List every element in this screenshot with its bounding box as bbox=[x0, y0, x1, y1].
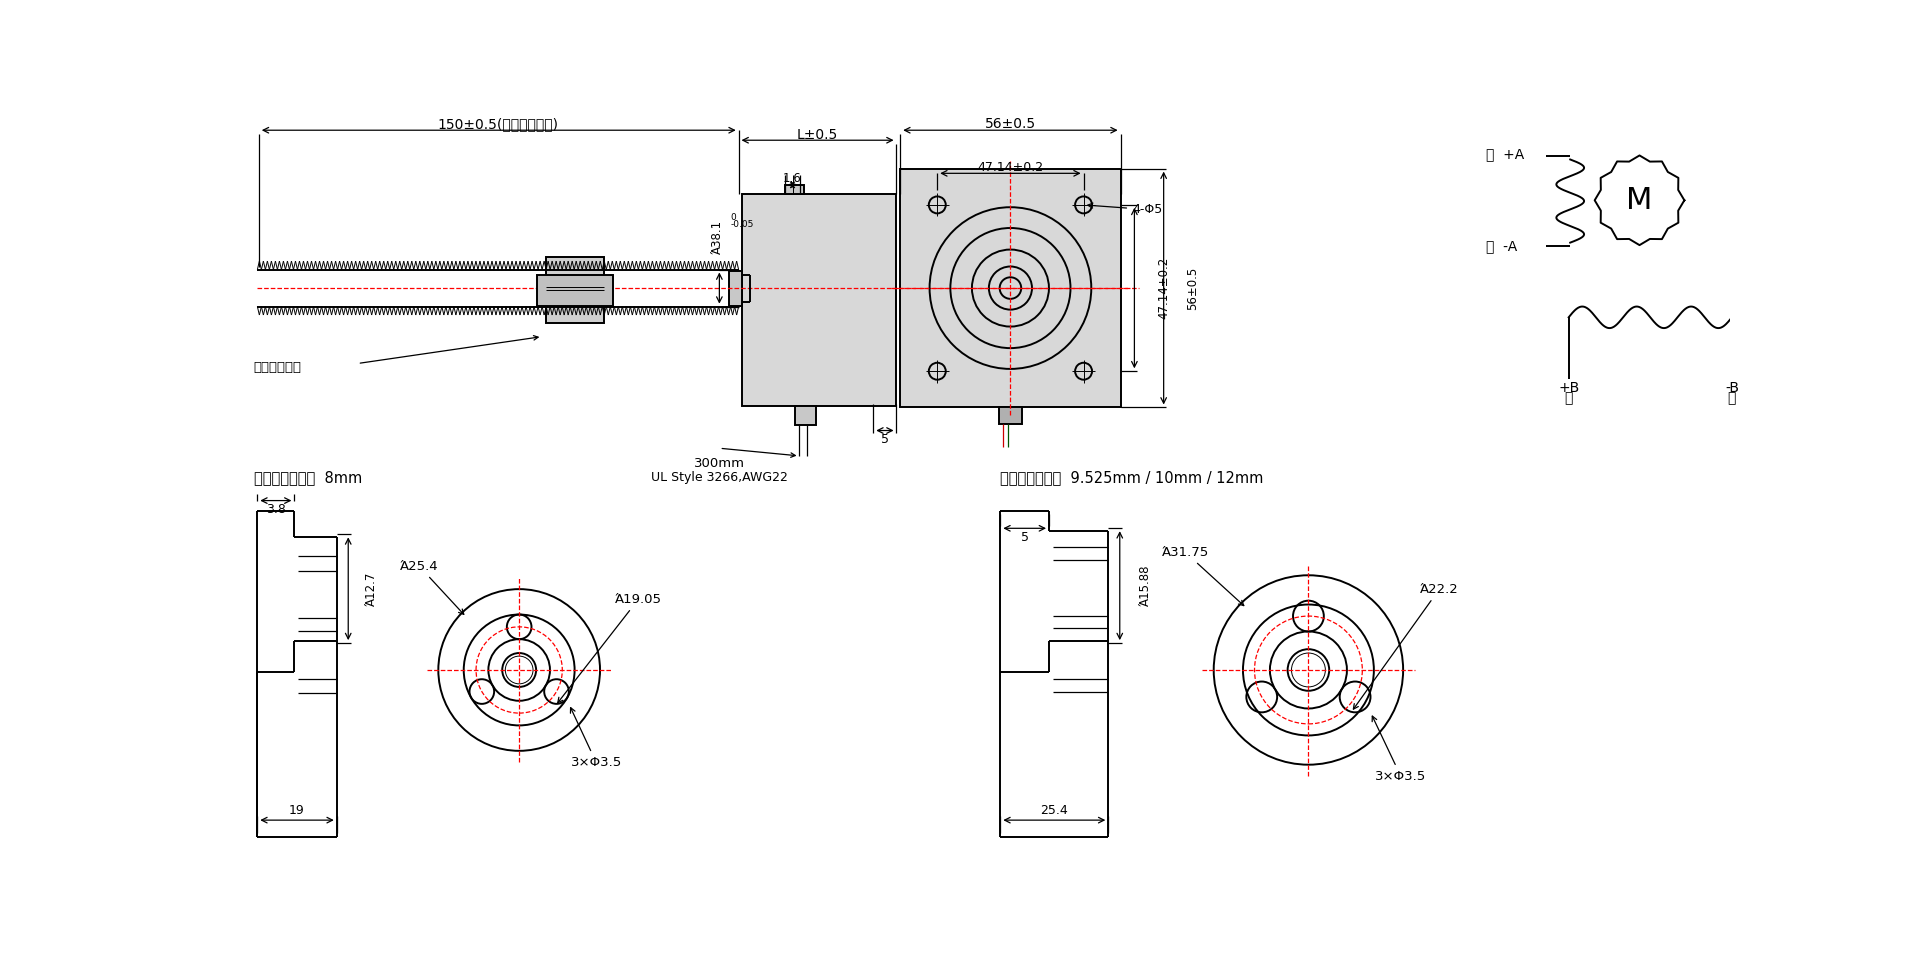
Text: 5: 5 bbox=[1020, 531, 1030, 544]
Text: UL Style 3266,AWG22: UL Style 3266,AWG22 bbox=[652, 471, 789, 484]
Text: 56±0.5: 56±0.5 bbox=[1186, 266, 1199, 309]
Text: Ά19.05: Ά19.05 bbox=[557, 592, 661, 703]
Bar bbox=[546, 258, 603, 323]
Bar bbox=[900, 169, 1120, 407]
Text: +B: +B bbox=[1558, 382, 1579, 395]
Text: Ά25.4: Ά25.4 bbox=[399, 559, 465, 614]
Text: 300mm: 300mm bbox=[694, 457, 744, 470]
Text: Ά31.75: Ά31.75 bbox=[1161, 546, 1244, 605]
Text: 3×Φ3.5: 3×Φ3.5 bbox=[1373, 716, 1427, 783]
Text: 绶: 绶 bbox=[1564, 391, 1573, 405]
Text: Ά12.7: Ά12.7 bbox=[364, 572, 378, 606]
Bar bbox=[742, 194, 897, 406]
Text: M: M bbox=[1627, 185, 1652, 215]
Text: 3.8: 3.8 bbox=[266, 504, 285, 516]
Bar bbox=[785, 184, 804, 194]
Text: 黑: 黑 bbox=[1727, 391, 1735, 405]
Text: 47.14±0.2: 47.14±0.2 bbox=[977, 161, 1043, 174]
Text: 蓝  -A: 蓝 -A bbox=[1485, 239, 1517, 254]
Text: 1.6: 1.6 bbox=[783, 172, 802, 185]
Text: 3×Φ3.5: 3×Φ3.5 bbox=[571, 708, 623, 769]
Text: 梯型丝杠直径：  8mm: 梯型丝杠直径： 8mm bbox=[253, 470, 362, 485]
Text: 0: 0 bbox=[731, 213, 736, 222]
Text: 梯型丝杠直径：  9.525mm / 10mm / 12mm: 梯型丝杠直径： 9.525mm / 10mm / 12mm bbox=[1001, 470, 1263, 485]
Text: Ά22.2: Ά22.2 bbox=[1353, 583, 1459, 710]
Text: Ά38.1: Ά38.1 bbox=[711, 220, 723, 254]
Text: Ά15.88: Ά15.88 bbox=[1139, 565, 1151, 606]
Bar bbox=[536, 275, 613, 305]
Text: 红  +A: 红 +A bbox=[1485, 147, 1523, 161]
Text: 56±0.5: 56±0.5 bbox=[985, 117, 1035, 131]
Bar bbox=[999, 407, 1022, 425]
Text: 4-Φ5: 4-Φ5 bbox=[1087, 203, 1163, 216]
Text: 19: 19 bbox=[289, 803, 305, 817]
Text: -0.05: -0.05 bbox=[731, 221, 754, 229]
Text: 150±0.5(可自定义长度): 150±0.5(可自定义长度) bbox=[438, 117, 559, 131]
Bar bbox=[729, 271, 742, 305]
Text: -B: -B bbox=[1726, 382, 1739, 395]
Text: 外部线性螺母: 外部线性螺母 bbox=[253, 361, 301, 374]
Text: L±0.5: L±0.5 bbox=[796, 128, 839, 142]
Text: 47.14±0.2: 47.14±0.2 bbox=[1157, 257, 1170, 319]
Text: 5: 5 bbox=[881, 433, 889, 446]
Text: 25.4: 25.4 bbox=[1041, 803, 1068, 817]
Bar bbox=[794, 406, 816, 426]
